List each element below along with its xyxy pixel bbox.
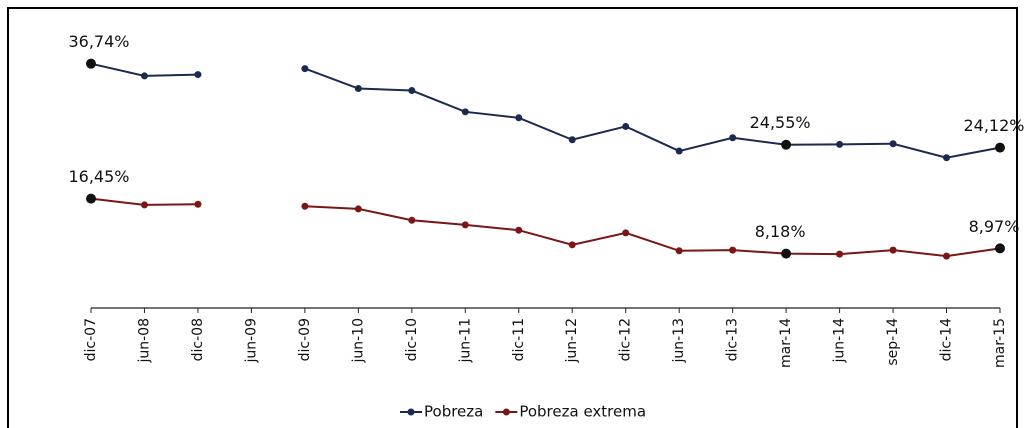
value-label: 8,97%	[969, 217, 1020, 236]
value-label: 24,12%	[963, 116, 1024, 135]
x-tick-label: jun-11	[457, 318, 473, 364]
data-point	[194, 200, 202, 208]
x-tick-label: jun-13	[671, 318, 687, 364]
data-point	[729, 246, 737, 254]
x-tick-label: dic-13	[725, 318, 741, 361]
series-line	[304, 205, 1001, 258]
data-point	[889, 246, 897, 254]
data-point	[836, 250, 844, 258]
data-point	[568, 136, 576, 144]
data-point	[995, 142, 1005, 153]
legend-label: Pobreza extrema	[519, 403, 646, 421]
x-tick-label: jun-09	[243, 318, 259, 364]
x-tick-label: jun-12	[564, 318, 580, 364]
legend-marker	[407, 408, 415, 416]
data-point	[995, 243, 1005, 254]
data-point	[943, 252, 951, 260]
value-label: 24,55%	[750, 113, 811, 132]
x-tick-label: jun-10	[350, 318, 366, 364]
x-tick-label: jun-14	[832, 318, 848, 364]
data-point	[675, 247, 683, 255]
data-point	[729, 134, 737, 142]
data-point	[301, 202, 309, 210]
legend-marker	[502, 408, 510, 416]
data-point	[86, 58, 96, 69]
data-point	[781, 248, 792, 259]
data-point	[568, 241, 576, 249]
x-tick-label: sep-14	[885, 318, 901, 366]
legend: Pobreza Pobreza extrema	[400, 403, 646, 421]
value-label: 36,74%	[68, 32, 129, 51]
x-tick-label: dic-09	[297, 318, 313, 361]
value-label: 16,45%	[68, 167, 129, 186]
x-tick-label: mar-15	[992, 318, 1008, 368]
series-line	[304, 67, 1001, 159]
data-point	[889, 140, 897, 148]
data-point	[408, 87, 416, 95]
data-point	[675, 147, 683, 155]
data-point	[836, 140, 844, 148]
data-point	[408, 216, 416, 224]
data-point	[194, 71, 202, 79]
x-tick-label: mar-14	[778, 318, 794, 368]
x-tick-label: dic-10	[404, 318, 420, 361]
x-tick-label: dic-08	[190, 318, 206, 361]
data-point	[781, 139, 792, 150]
x-tick-label: dic-14	[939, 318, 955, 361]
data-point	[943, 154, 951, 162]
data-point	[140, 201, 148, 209]
data-point	[86, 193, 96, 204]
data-point	[354, 85, 362, 93]
legend-label: Pobreza	[424, 403, 483, 421]
data-point	[461, 108, 469, 116]
x-tick-label: jun-08	[136, 318, 152, 364]
data-point	[622, 122, 630, 130]
data-point	[354, 205, 362, 213]
data-point	[461, 221, 469, 229]
x-tick-label: dic-07	[83, 318, 99, 361]
data-point	[622, 229, 630, 237]
x-tick-label: dic-12	[618, 318, 634, 361]
x-tick-label: dic-11	[511, 318, 527, 361]
value-label: 8,18%	[755, 222, 806, 241]
data-point	[515, 114, 523, 122]
data-point	[140, 72, 148, 80]
data-point	[301, 65, 309, 73]
frame	[7, 7, 1018, 428]
data-point	[515, 226, 523, 234]
